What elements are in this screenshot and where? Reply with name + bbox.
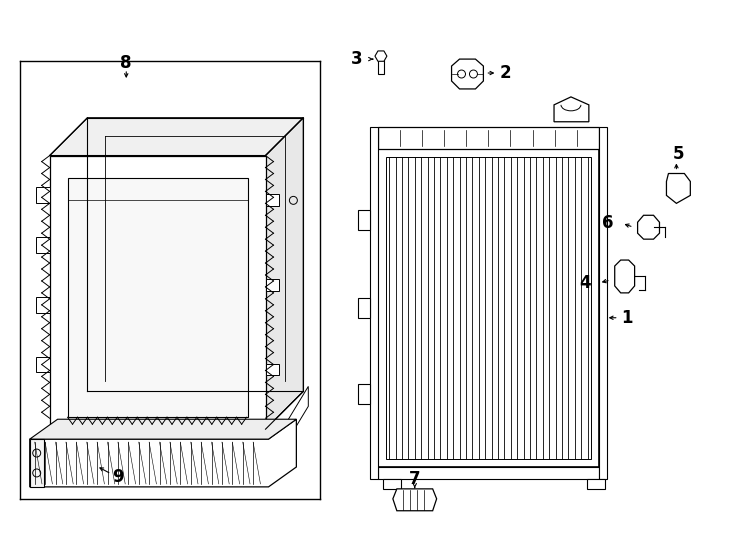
Text: 8: 8: [120, 54, 132, 72]
Polygon shape: [378, 127, 599, 148]
Polygon shape: [50, 156, 266, 429]
Polygon shape: [36, 187, 50, 204]
Text: 9: 9: [112, 468, 124, 486]
Polygon shape: [554, 97, 589, 122]
Polygon shape: [358, 384, 370, 404]
Polygon shape: [386, 157, 591, 459]
Polygon shape: [638, 215, 659, 239]
Polygon shape: [599, 127, 607, 479]
Polygon shape: [378, 60, 384, 74]
Text: 5: 5: [672, 145, 684, 163]
Polygon shape: [36, 356, 50, 373]
Polygon shape: [255, 387, 308, 444]
Polygon shape: [30, 419, 297, 487]
Polygon shape: [587, 479, 605, 489]
Polygon shape: [370, 127, 378, 479]
Text: 4: 4: [579, 274, 591, 292]
Text: 1: 1: [621, 309, 633, 327]
Polygon shape: [378, 148, 599, 467]
Polygon shape: [30, 419, 297, 439]
Text: 7: 7: [409, 470, 421, 488]
Text: 2: 2: [499, 64, 511, 82]
Polygon shape: [36, 237, 50, 253]
Polygon shape: [36, 297, 50, 313]
Polygon shape: [666, 173, 691, 204]
Text: 6: 6: [602, 214, 614, 232]
Polygon shape: [451, 59, 484, 89]
Polygon shape: [266, 194, 280, 206]
Polygon shape: [266, 279, 280, 291]
Polygon shape: [358, 210, 370, 230]
Text: 3: 3: [352, 50, 363, 68]
Polygon shape: [358, 298, 370, 318]
Polygon shape: [383, 479, 401, 489]
Polygon shape: [68, 179, 247, 417]
Polygon shape: [50, 118, 303, 156]
Polygon shape: [393, 489, 437, 511]
Polygon shape: [614, 260, 635, 293]
Polygon shape: [375, 51, 387, 61]
Polygon shape: [30, 439, 43, 487]
Polygon shape: [266, 363, 280, 375]
Polygon shape: [266, 118, 303, 429]
Polygon shape: [378, 467, 599, 479]
